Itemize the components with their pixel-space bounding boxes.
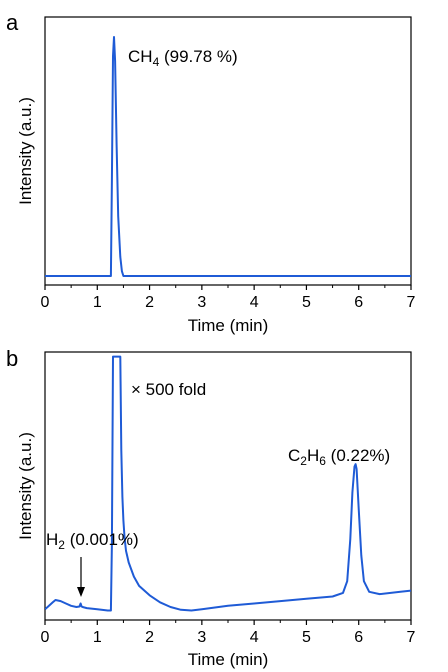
panel-label-b: b <box>6 346 18 371</box>
x-tick-label: 5 <box>302 294 311 311</box>
x-tick-label: 1 <box>93 294 102 311</box>
panel-a: a 0 1 2 3 4 5 6 7 Time (min) Intensity (a.u.) C… <box>6 10 416 335</box>
y-axis-label-b: Intensity (a.u.) <box>16 432 35 540</box>
x-tick-label: 2 <box>145 629 154 646</box>
annotation-c2h6-species: C <box>288 446 300 465</box>
x-axis-label-a: Time (min) <box>188 316 269 335</box>
series-line-b <box>45 355 411 612</box>
plot-frame-b <box>44 351 412 621</box>
panel-label-a: a <box>6 10 19 35</box>
annotation-c2h6-subscript2: 6 <box>319 454 326 468</box>
annotation-h2-value: (0.001%) <box>65 530 139 549</box>
annotation-h2-species: H <box>46 530 58 549</box>
x-ticks-a: 0 1 2 3 4 5 6 7 <box>41 285 416 311</box>
x-tick-label: 4 <box>250 629 259 646</box>
annotation-ch4-value: (99.78 %) <box>159 47 237 66</box>
h2-arrow <box>77 557 85 597</box>
x-tick-label: 1 <box>93 629 102 646</box>
x-ticks-b: 0 1 2 3 4 5 6 7 <box>41 620 416 646</box>
x-tick-label: 7 <box>407 294 416 311</box>
x-tick-label: 0 <box>41 629 50 646</box>
x-tick-label: 3 <box>197 294 206 311</box>
annotation-c2h6: C2H6 (0.22%) <box>288 446 390 468</box>
y-axis-label-a: Intensity (a.u.) <box>16 97 35 205</box>
annotation-fold: × 500 fold <box>131 380 206 399</box>
x-tick-label: 6 <box>354 294 363 311</box>
x-tick-label: 5 <box>302 629 311 646</box>
x-tick-label: 2 <box>145 294 154 311</box>
annotation-h2-subscript: 2 <box>58 538 65 552</box>
annotation-c2h6-value: (0.22%) <box>326 446 390 465</box>
annotation-c2h6-subscript: 2 <box>300 454 307 468</box>
x-tick-label: 0 <box>41 294 50 311</box>
x-axis-label-b: Time (min) <box>188 650 269 669</box>
x-tick-label: 6 <box>354 629 363 646</box>
annotation-h2: H2 (0.001%) <box>46 530 139 552</box>
annotation-ch4-subscript: 4 <box>153 55 160 69</box>
panel-b: b 0 1 2 3 4 5 6 7 Time (min) Intensity (a.u.) ×… <box>6 346 416 669</box>
x-tick-label: 4 <box>250 294 259 311</box>
annotation-ch4-species: CH <box>128 47 153 66</box>
annotation-ch4: CH4 (99.78 %) <box>128 47 238 69</box>
x-tick-label: 7 <box>407 629 416 646</box>
x-tick-label: 3 <box>197 629 206 646</box>
series-line-a <box>45 36 411 277</box>
annotation-c2h6-species2: H <box>307 446 319 465</box>
